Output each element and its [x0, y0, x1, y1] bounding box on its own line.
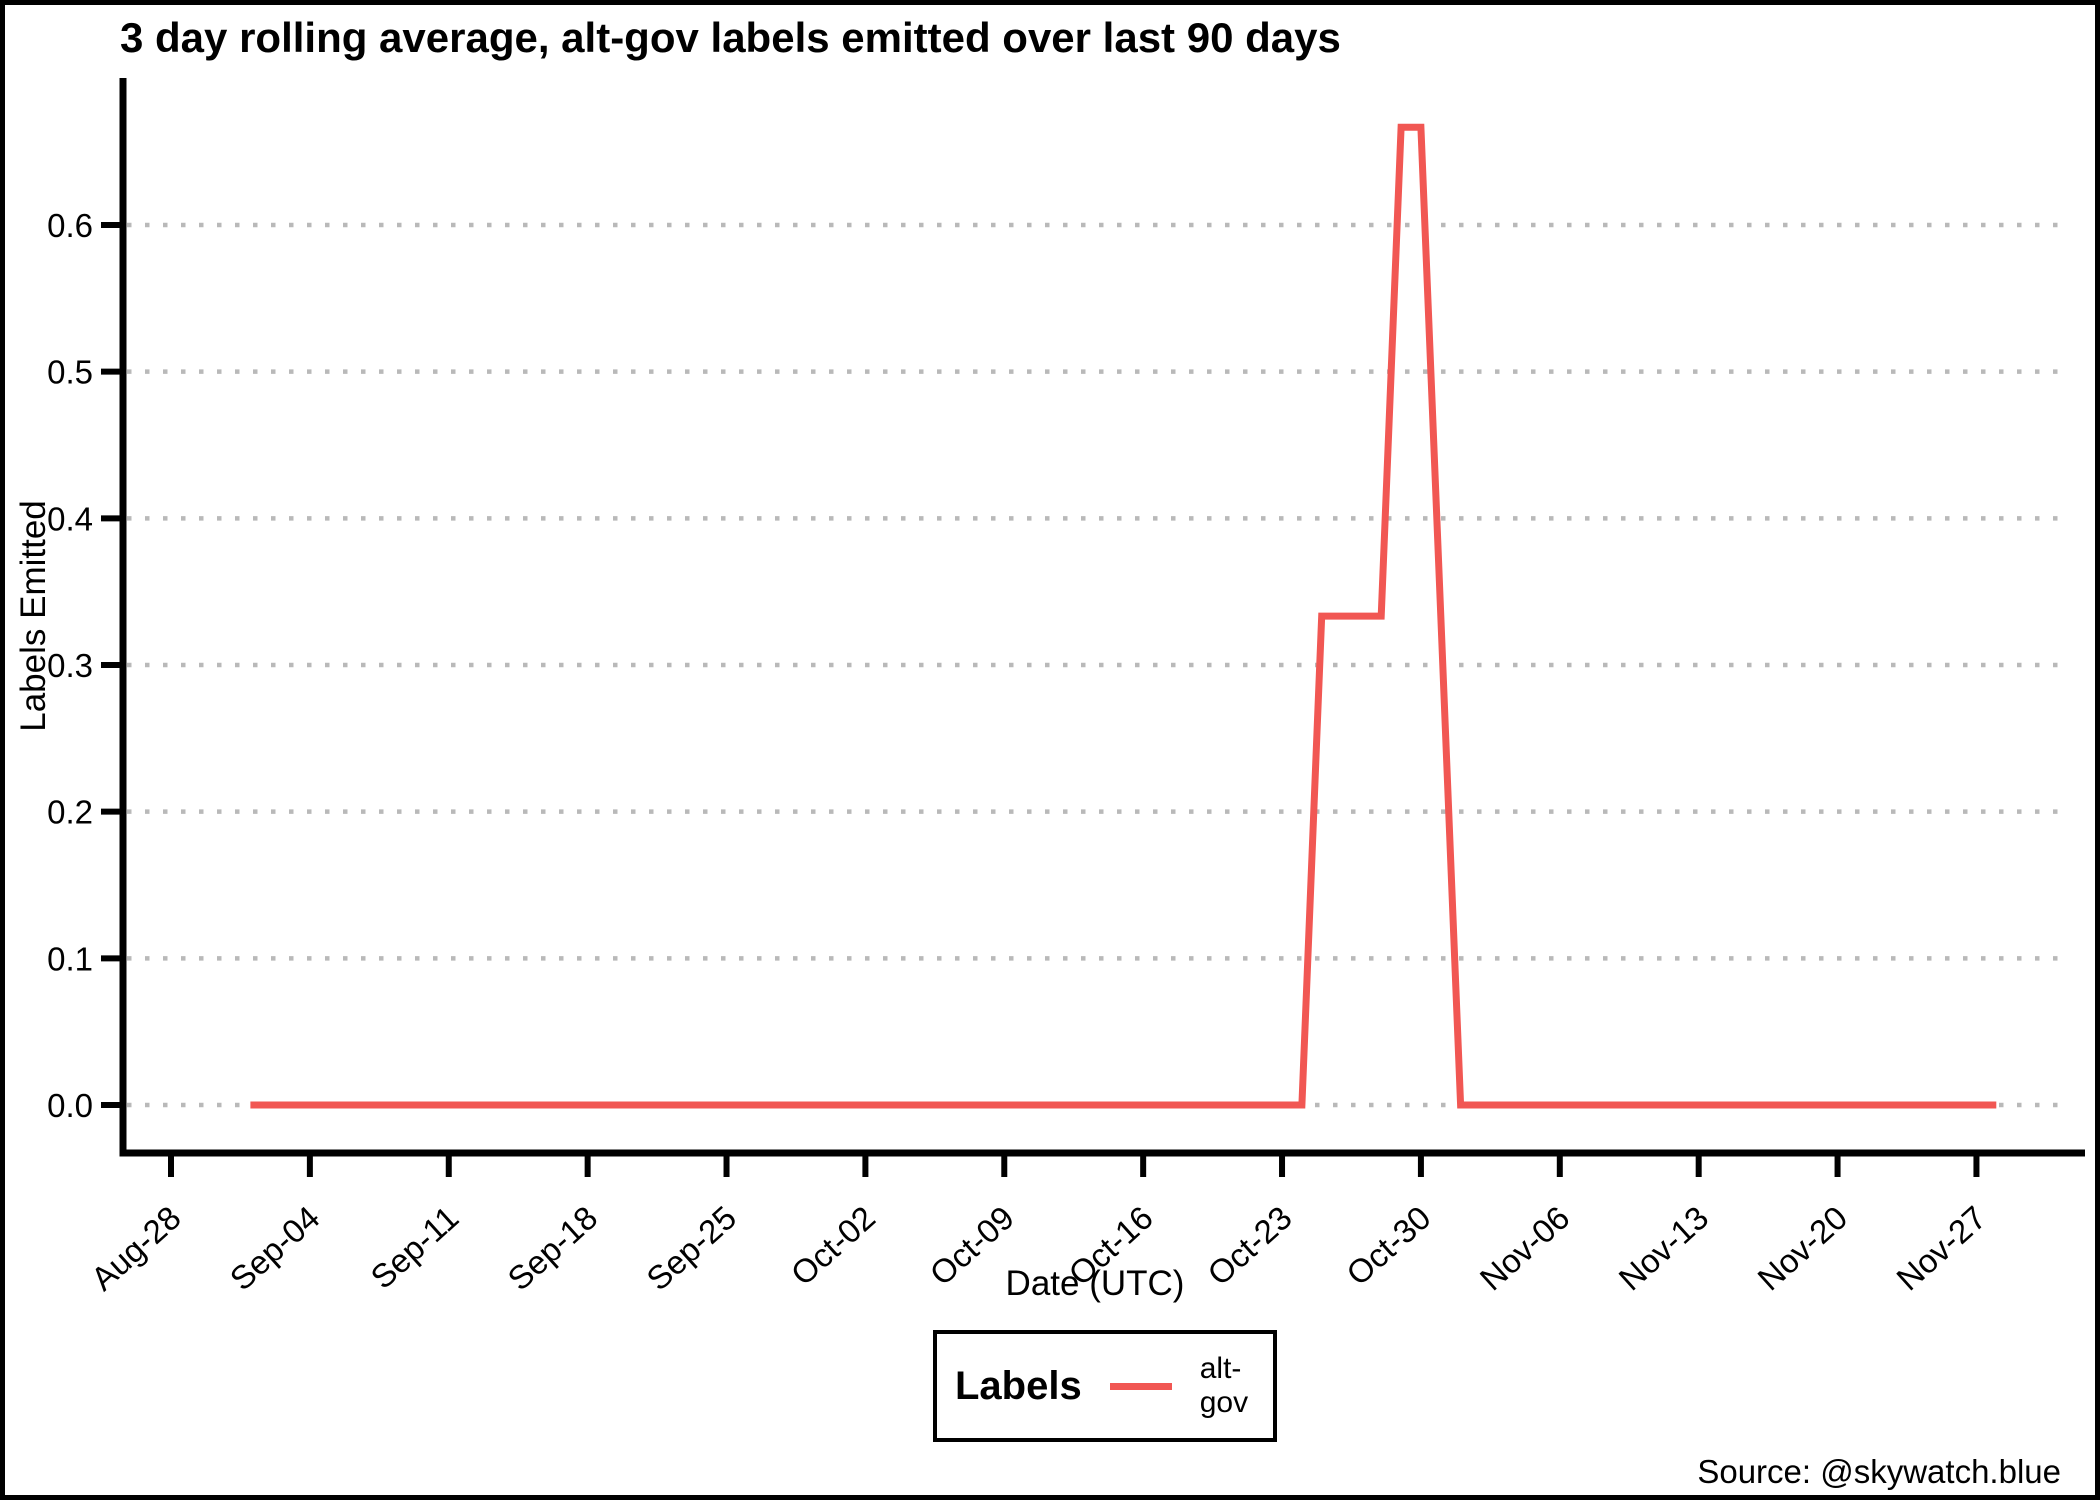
y-tick-label: 0.4: [47, 500, 93, 537]
legend-box: Labels alt-gov: [933, 1330, 1277, 1442]
x-tick-label: Oct-23: [1200, 1199, 1298, 1293]
x-tick-label: Nov-27: [1889, 1199, 1993, 1298]
x-tick-label: Oct-02: [784, 1199, 882, 1293]
x-tick-label: Oct-30: [1339, 1199, 1437, 1293]
gridlines-group: [127, 222, 2067, 1108]
x-tick-label: Nov-13: [1612, 1199, 1716, 1298]
x-tick-label: Sep-25: [639, 1199, 743, 1298]
y-ticks-group: 0.0 0.1 0.2 0.3 0.4 0.5 0.6: [47, 207, 123, 1124]
y-axis-label: Labels Emitted: [14, 500, 53, 732]
x-tick-label: Aug-28: [84, 1199, 188, 1298]
legend-title: Labels: [955, 1363, 1082, 1408]
x-tick-label: Nov-20: [1750, 1199, 1854, 1298]
chart-title: 3 day rolling average, alt-gov labels em…: [120, 14, 1341, 61]
y-tick-label: 0.1: [47, 940, 93, 977]
x-axis-label: Date (UTC): [1006, 1264, 1185, 1303]
x-tick-label: Nov-06: [1473, 1199, 1577, 1298]
y-tick-label: 0.6: [47, 207, 93, 244]
x-tick-label: Sep-11: [363, 1199, 465, 1296]
chart-canvas: 3 day rolling average, alt-gov labels em…: [14, 14, 2085, 1303]
source-credit: Source: @skywatch.blue: [1697, 1453, 2061, 1490]
y-tick-label: 0.0: [47, 1087, 93, 1124]
y-tick-label: 0.2: [47, 794, 93, 831]
series-line-alt-gov: [250, 123, 1997, 1109]
y-tick-label: 0.3: [47, 647, 93, 684]
x-tick-label: Sep-18: [500, 1199, 604, 1298]
legend-entry-label: alt-gov: [1199, 1352, 1249, 1419]
legend-line-swatch: [1109, 1382, 1172, 1390]
x-tick-label: Sep-04: [223, 1199, 327, 1298]
series-group: [250, 123, 1997, 1109]
y-tick-label: 0.5: [47, 354, 93, 391]
